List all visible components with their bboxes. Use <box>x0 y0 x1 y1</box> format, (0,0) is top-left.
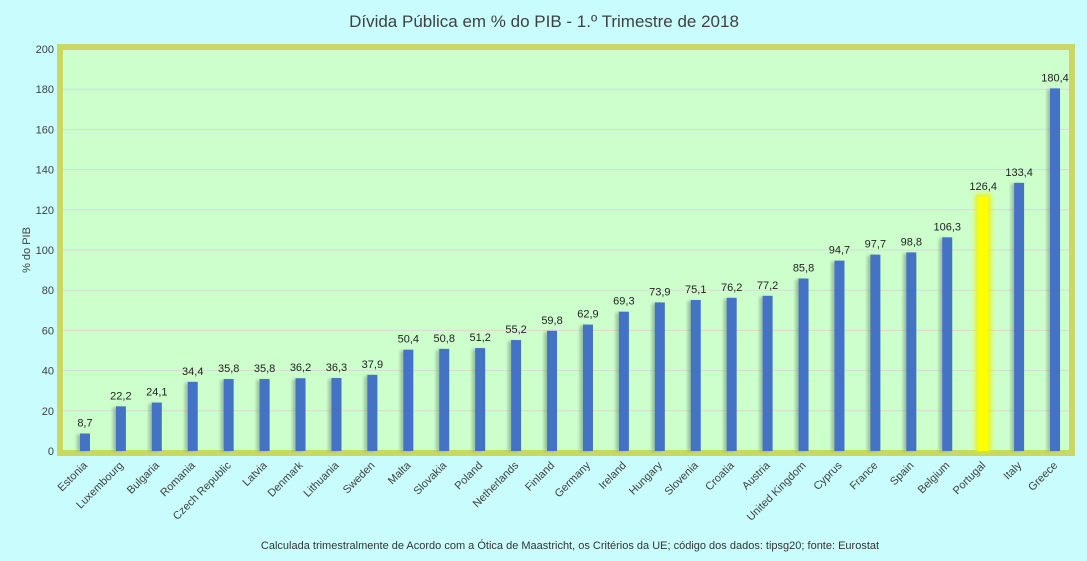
y-axis-title: % do PIB <box>21 227 33 273</box>
bar <box>295 378 306 451</box>
bar <box>762 295 773 451</box>
data-label: 75,1 <box>685 284 706 296</box>
x-tick-label: Greece <box>1026 460 1060 494</box>
bar <box>187 381 198 451</box>
x-tick-label: Slovenia <box>663 459 702 498</box>
bar <box>654 302 665 451</box>
data-label: 76,2 <box>721 282 742 294</box>
bar <box>475 348 486 451</box>
bar <box>1014 182 1025 451</box>
x-tick-label: Cyprus <box>811 459 844 492</box>
y-tick-label: 120 <box>36 205 54 217</box>
y-tick-label: 180 <box>36 84 54 96</box>
x-tick-label: Austria <box>740 459 773 492</box>
data-label: 55,2 <box>505 324 526 336</box>
bar <box>798 278 809 451</box>
bar <box>151 402 162 451</box>
bar <box>582 324 593 451</box>
y-tick-label: 40 <box>42 366 54 378</box>
data-label: 51,2 <box>469 332 490 344</box>
bar <box>115 406 126 451</box>
bar <box>331 378 342 451</box>
data-labels: 8,7 22,2 24,1 34,4 35,8 35,8 36,2 36,3 37,9 50,4 5… <box>77 72 1068 429</box>
x-tick-label: Bulgaria <box>125 459 163 497</box>
bar <box>223 379 234 451</box>
x-tick-label: Denmark <box>266 459 306 499</box>
y-tick-label: 60 <box>42 325 54 337</box>
data-label: 24,1 <box>146 387 167 399</box>
x-tick-label: Italy <box>1001 459 1024 482</box>
bar <box>906 252 917 451</box>
x-tick-label: Sweden <box>341 460 378 497</box>
x-tick-label: Slovakia <box>411 459 450 498</box>
x-tick-label: Germany <box>553 459 594 500</box>
x-tick-label: Latvia <box>240 459 270 489</box>
data-label: 35,8 <box>254 363 275 375</box>
y-tick-label: 160 <box>36 124 54 136</box>
data-label: 94,7 <box>829 245 850 257</box>
bar <box>1050 88 1061 452</box>
bar <box>618 311 629 451</box>
bar <box>511 340 522 451</box>
data-label: 180,4 <box>1041 72 1069 84</box>
bar <box>870 254 881 451</box>
x-tick-label: Ireland <box>597 460 629 492</box>
bar <box>978 196 989 451</box>
x-tick-label: Estonia <box>56 459 91 494</box>
data-label: 73,9 <box>649 286 670 298</box>
x-tick-label: Croatia <box>703 459 737 493</box>
data-label: 37,9 <box>362 359 383 371</box>
bar <box>367 374 378 451</box>
y-tick-label: 200 <box>36 44 54 56</box>
data-label: 106,3 <box>933 221 961 233</box>
data-label: 98,8 <box>901 236 922 248</box>
data-label: 69,3 <box>613 296 634 308</box>
x-tick-label: Malta <box>386 459 414 487</box>
data-label: 77,2 <box>757 280 778 292</box>
data-label: 8,7 <box>77 418 92 430</box>
data-label: 34,4 <box>182 366 203 378</box>
data-label: 50,8 <box>434 333 455 345</box>
bar <box>834 260 845 451</box>
x-tick-label: Hungary <box>627 459 665 497</box>
bars <box>76 88 1061 452</box>
data-label: 35,8 <box>218 363 239 375</box>
data-label: 62,9 <box>577 309 598 321</box>
bar <box>259 379 270 451</box>
x-tick-label: Poland <box>453 460 486 493</box>
y-tick-label: 100 <box>36 245 54 257</box>
data-label: 59,8 <box>541 315 562 327</box>
bar <box>79 433 90 451</box>
bar <box>942 237 953 451</box>
bar <box>439 348 450 451</box>
y-tick-label: 20 <box>42 406 54 418</box>
data-label: 126,4 <box>969 181 997 193</box>
y-tick-label: 0 <box>48 446 54 458</box>
data-label: 85,8 <box>793 263 814 275</box>
data-label: 133,4 <box>1005 167 1033 179</box>
x-tick-label: France <box>848 460 881 493</box>
footnote: Calculada trimestralmente de Acordo com … <box>261 539 879 552</box>
x-tick-label: Belgium <box>916 460 953 497</box>
data-label: 97,7 <box>865 239 886 251</box>
y-axis-ticks: 0 20 40 60 80 100 120 140 160 180 200 <box>36 44 54 458</box>
data-label: 36,3 <box>326 362 347 374</box>
chart-title: Dívida Pública em % do PIB - 1.º Trimest… <box>349 12 739 31</box>
x-tick-label: Lithuania <box>302 459 343 500</box>
data-label: 36,2 <box>290 362 311 374</box>
bar <box>726 297 737 451</box>
x-tick-label: Spain <box>888 460 916 488</box>
bar <box>690 300 701 451</box>
x-tick-label: Finland <box>523 460 557 494</box>
x-tick-label: Portugal <box>951 460 988 497</box>
y-tick-label: 140 <box>36 165 54 177</box>
bar <box>403 349 414 451</box>
bar <box>547 330 558 451</box>
data-label: 50,4 <box>398 334 419 346</box>
y-tick-label: 80 <box>42 285 54 297</box>
data-label: 22,2 <box>110 390 131 402</box>
